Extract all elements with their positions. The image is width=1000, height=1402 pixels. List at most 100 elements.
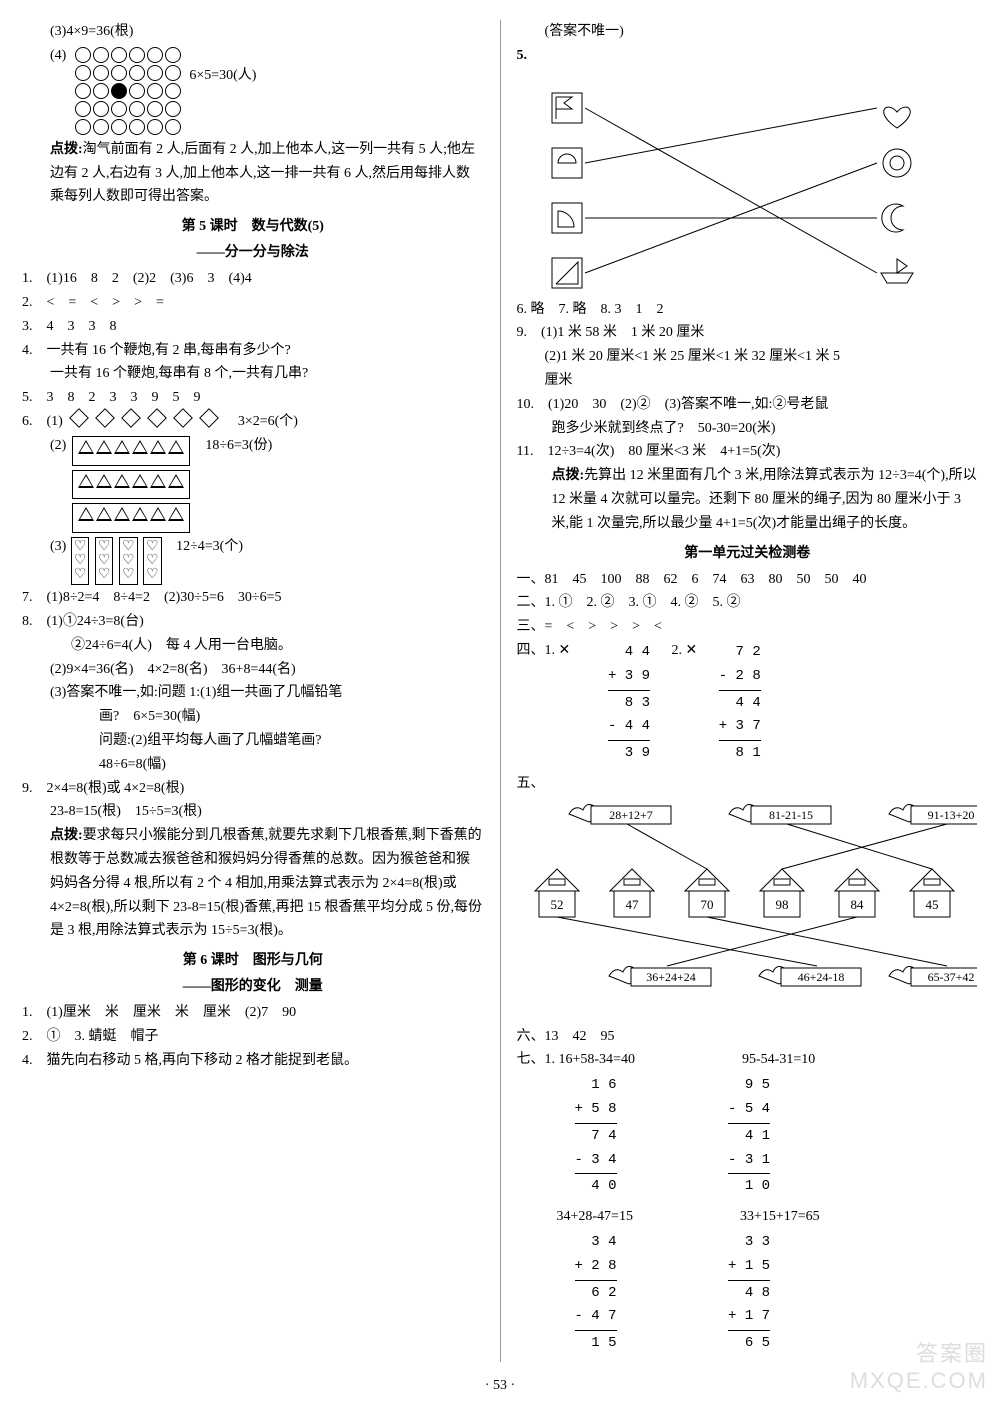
svg-text:81-21-15: 81-21-15	[769, 808, 813, 822]
l5-6-3-result: 12÷4=3(个)	[176, 539, 243, 554]
vcalc-5: 3 4+ 2 8 6 2- 4 7 1 5	[575, 1231, 617, 1356]
t7-1b: 95-54-31=10	[742, 1052, 815, 1067]
t2: 二、1. ① 2. ② 3. ① 4. ② 5. ②	[517, 591, 979, 615]
l5-8-3d: 48÷6=8(幅)	[22, 753, 484, 777]
l5-8-1a: 8. (1)①24÷3=8(台)	[22, 610, 484, 634]
t7-2b: 33+15+17=65	[740, 1209, 820, 1224]
unit-test-title: 第一单元过关检测卷	[517, 542, 979, 562]
l5-6-1: 6. (1) 3×2=6(个)	[22, 410, 484, 434]
r11-hint: 点拨:先算出 12 米里面有几个 3 米,用除法算式表示为 12÷3=4(个),…	[517, 464, 979, 535]
vcalc-6: 3 3+ 1 5 4 8+ 1 7 6 5	[728, 1231, 770, 1356]
t5: 五、 28+12+7 81-21-15 91-13+20 52 47 70 98 84 45 36…	[517, 772, 979, 1025]
svg-text:52: 52	[550, 897, 563, 912]
svg-text:84: 84	[850, 897, 864, 912]
column-divider	[500, 20, 501, 1362]
hint-text: 要求每只小猴能分到几根香蕉,就要先求剩下几根香蕉,剩下香蕉的根数等于总数减去猴爸…	[50, 828, 482, 938]
hint-text: 先算出 12 米里面有几个 3 米,用除法算式表示为 12÷3=4(个),所以 …	[552, 468, 977, 531]
circle-grid	[74, 46, 182, 136]
t7-1a: 16+58-34=40	[559, 1048, 739, 1072]
l6-2: 2. ① 3. 蜻蜓 帽子	[22, 1025, 484, 1049]
l5-6-3: (3) ♡♡♡ ♡♡♡ ♡♡♡ ♡♡♡ 12÷4=3(个)	[22, 535, 484, 586]
l5-9a: 9. 2×4=8(根)或 4×2=8(根)	[22, 777, 484, 801]
l5-6-1-prefix: 6. (1)	[22, 414, 63, 429]
svg-text:98: 98	[775, 897, 788, 912]
t7-vrow1: 1 6+ 5 8 7 4- 3 4 4 0 9 5- 5 4 4 1- 3 1 …	[517, 1072, 979, 1205]
l5-8-1b: ②24÷6=4(人) 每 4 人用一台电脑。	[22, 634, 484, 658]
q5-label: 5.	[517, 48, 528, 63]
right-column: (答案不唯一) 5. 6. 略 7. 略 8. 3 1 2 9. (1)1 米 …	[505, 20, 991, 1362]
l5-4a: 4. 一共有 16 个鞭炮,有 2 串,每串有多少个?	[22, 339, 484, 363]
t1: 一、81 45 100 88 62 6 74 63 80 50 50 40	[517, 568, 979, 592]
l5-8-2: (2)9×4=36(名) 4×2=8(名) 36+8=44(名)	[22, 658, 484, 682]
matching-diagram	[517, 68, 947, 298]
q4-prefix: (4)	[50, 48, 66, 63]
vcalc-1: 4 4+ 3 9 8 3- 4 4 3 9	[608, 641, 650, 766]
t4-2-label: 2. ✕	[672, 639, 698, 663]
svg-text:65-37+42: 65-37+42	[927, 970, 974, 984]
l5-8-3c: 问题:(2)组平均每人画了几幅蜡笔画?	[22, 729, 484, 753]
hint-label: 点拨:	[50, 142, 83, 157]
lesson6-title1: 第 6 课时 图形与几何	[22, 949, 484, 969]
r9-1: 9. (1)1 米 58 米 1 米 20 厘米	[517, 321, 979, 345]
lesson5-title2: ——分一分与除法	[22, 241, 484, 261]
r10-2: 跑多少米就到终点了? 50-30=20(米)	[517, 417, 979, 441]
l6-1: 1. (1)厘米 米 厘米 米 厘米 (2)7 90	[22, 1001, 484, 1025]
lesson6-title2: ——图形的变化 测量	[22, 975, 484, 995]
r6: 6. 略 7. 略 8. 3 1 2	[517, 298, 979, 322]
vcalc-2: 7 2- 2 8 4 4+ 3 7 8 1	[719, 641, 761, 766]
tri-block	[70, 434, 192, 535]
r9-3: 厘米	[517, 369, 979, 393]
l5-6-1-result: 3×2=6(个)	[238, 414, 298, 429]
page: (3)4×9=36(根) (4) 6×5=30(人) 点拨:淘气前面有 2 人,…	[0, 0, 1000, 1402]
t7-label: 七、1.	[517, 1052, 556, 1067]
r11-1: 11. 12÷3=4(次) 80 厘米<3 米 4+1=5(次)	[517, 440, 979, 464]
t7-row1: 七、1. 16+58-34=40 95-54-31=10	[517, 1048, 979, 1072]
vcalc-3: 1 6+ 5 8 7 4- 3 4 4 0	[575, 1074, 617, 1199]
l5-1: 1. (1)16 8 2 (2)2 (3)6 3 (4)4	[22, 267, 484, 291]
l5-8-3a: (3)答案不唯一,如:问题 1:(1)组一共画了几幅铅笔	[22, 681, 484, 705]
l5-3: 3. 4 3 3 8	[22, 315, 484, 339]
t7-row2: 34+28-47=15 33+15+17=65	[517, 1205, 979, 1229]
l5-6-2-result: 18÷6=3(份)	[205, 438, 272, 453]
svg-text:45: 45	[925, 897, 938, 912]
t7-vrow2: 3 4+ 2 8 6 2- 4 7 1 5 3 3+ 1 5 4 8+ 1 7 …	[517, 1229, 979, 1362]
l5-7: 7. (1)8÷2=4 8÷4=2 (2)30÷5=6 30÷6=5	[22, 586, 484, 610]
svg-text:28+12+7: 28+12+7	[609, 808, 653, 822]
hint-text: 淘气前面有 2 人,后面有 2 人,加上他本人,这一列一共有 5 人;他左边有 …	[50, 142, 475, 205]
q4-row: (4) 6×5=30(人)	[22, 44, 484, 138]
q4-result: 6×5=30(人)	[189, 64, 256, 88]
l5-4b: 一共有 16 个鞭炮,每串有 8 个,一共有几串?	[22, 362, 484, 386]
svg-text:91-13+20: 91-13+20	[927, 808, 974, 822]
l5-5: 5. 3 8 2 3 3 9 5 9	[22, 386, 484, 410]
svg-text:47: 47	[625, 897, 639, 912]
q3-line: (3)4×9=36(根)	[22, 20, 484, 44]
t4-label: 四、1. ✕	[517, 639, 587, 663]
t3: 三、= < > > > <	[517, 615, 979, 639]
l6-4: 4. 猫先向右移动 5 格,再向下移动 2 格才能捉到老鼠。	[22, 1049, 484, 1073]
l5-2: 2. < = < > > =	[22, 291, 484, 315]
svg-text:70: 70	[700, 897, 713, 912]
l5-6-2: (2) 18÷6=3(份)	[22, 434, 484, 535]
q5-row: 5.	[517, 44, 979, 298]
l5-9-hint: 点拨:要求每只小猴能分到几根香蕉,就要先求剩下几根香蕉,剩下香蕉的根数等于总数减…	[22, 824, 484, 943]
heart-block: ♡♡♡ ♡♡♡ ♡♡♡ ♡♡♡	[70, 539, 166, 554]
q4-hint: 点拨:淘气前面有 2 人,后面有 2 人,加上他本人,这一列一共有 5 人;他左…	[22, 138, 484, 209]
page-number: · 53 ·	[0, 1378, 1000, 1394]
diamond-row	[66, 414, 226, 429]
svg-text:36+24+24: 36+24+24	[646, 970, 696, 984]
vcalc-4: 9 5- 5 4 4 1- 3 1 1 0	[728, 1074, 770, 1199]
svg-text:46+24-18: 46+24-18	[797, 970, 844, 984]
r10-1: 10. (1)20 30 (2)② (3)答案不唯一,如:②号老鼠	[517, 393, 979, 417]
birds-houses-diagram: 28+12+7 81-21-15 91-13+20 52 47 70 98 84 45 36+24…	[517, 796, 977, 1016]
l5-6-2-prefix: (2)	[50, 438, 66, 453]
l5-6-3-prefix: (3)	[50, 539, 66, 554]
l5-9b: 23-8=15(根) 15÷5=3(根)	[22, 800, 484, 824]
t6: 六、13 42 95	[517, 1025, 979, 1049]
hint-label: 点拨:	[50, 828, 83, 843]
lesson5-title1: 第 5 课时 数与代数(5)	[22, 215, 484, 235]
t7-2a: 34+28-47=15	[557, 1205, 737, 1229]
t5-label: 五、	[517, 776, 545, 791]
t4: 四、1. ✕ 4 4+ 3 9 8 3- 4 4 3 9 2. ✕ 7 2- 2…	[517, 639, 979, 772]
r9-2: (2)1 米 20 厘米<1 米 25 厘米<1 米 32 厘米<1 米 5	[517, 345, 979, 369]
ans-notunique: (答案不唯一)	[517, 20, 979, 44]
